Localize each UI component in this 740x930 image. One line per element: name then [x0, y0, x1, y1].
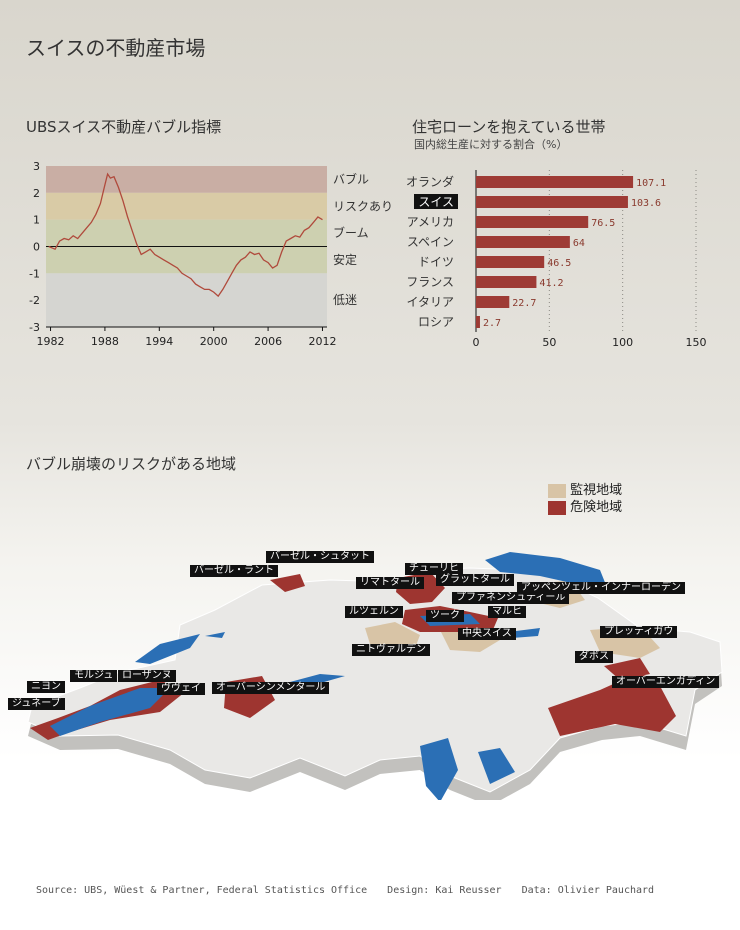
label-oberengadin: オーバーエンガディン: [612, 676, 720, 688]
legend-danger-label: 危険地域: [570, 500, 623, 515]
label-basel-land: バーゼル・ラント: [190, 565, 278, 577]
bar-value-label: 76.5: [591, 218, 615, 229]
bar-value-label: 41.2: [539, 278, 563, 289]
bar-category-label: フランス: [406, 275, 454, 289]
label-morges: モルジュ: [70, 670, 118, 682]
bar-category-label: イタリア: [406, 295, 454, 309]
footer: Source: UBS, Wüest & Partner, Federal St…: [36, 885, 668, 896]
bar-value-label: 107.1: [636, 178, 666, 189]
label-obersimmental: オーバーシンメンタール: [212, 682, 330, 694]
footer-source: Source: UBS, Wüest & Partner, Federal St…: [36, 885, 368, 896]
x-tick-label: 2012: [308, 335, 336, 348]
label-lausanne: ローザンヌ: [118, 670, 176, 682]
legend-watch-swatch: [548, 483, 566, 498]
lakes: [50, 552, 608, 800]
bar: [476, 256, 545, 268]
label-zug: ツーク: [426, 610, 464, 622]
zone-band-0: [46, 166, 327, 193]
y-tick-label: 2: [33, 187, 40, 200]
x-tick-label: 1988: [91, 335, 119, 348]
bar-chart-title: 住宅ローンを抱えている世帯: [412, 118, 606, 136]
y-tick-label: -2: [29, 294, 40, 307]
zone-label-0: バブル: [333, 171, 369, 186]
label-geneva: ジュネーブ: [8, 698, 65, 710]
bar: [476, 216, 589, 228]
label-nyon: ニヨン: [27, 681, 65, 693]
label-pfannenstiel: プファネンシュティール: [452, 592, 570, 604]
bar-value-label: 64: [573, 238, 585, 249]
zone-band-4: [46, 273, 327, 327]
y-tick-label: -1: [29, 267, 40, 280]
bar-value-label: 2.7: [483, 318, 501, 329]
mortgage-bar-chart: オランダ 107.1 スイス 103.6 アメリカ 76.5 スペイン 64 ドイツ 46.5 フラ…: [406, 170, 707, 349]
legend-danger-swatch: [548, 500, 566, 515]
bar: [476, 236, 570, 248]
zone-band-1: [46, 192, 327, 220]
label-glattal: グラットタール: [436, 574, 514, 586]
label-luzern: ルツェルン: [345, 606, 403, 618]
label-nidwalden: ニトヴァルデン: [352, 644, 430, 656]
bar-category-label: ロシア: [418, 315, 454, 329]
bar-category-label: ドイツ: [418, 255, 454, 269]
label-appenzell: アッペンツェル・インナーローデン: [517, 582, 685, 594]
bar-x-tick-label: 100: [612, 336, 633, 349]
x-tick-label: 1982: [37, 335, 65, 348]
label-march: マルヒ: [488, 606, 526, 618]
bar: [476, 196, 628, 208]
label-limmattal: リマトタール: [356, 577, 424, 589]
y-tick-label: -3: [29, 321, 40, 334]
y-tick-label: 1: [33, 214, 40, 227]
legend-watch-label: 監視地域: [570, 483, 623, 498]
bar: [476, 276, 537, 288]
bar-value-label: 103.6: [631, 198, 661, 209]
legend-danger: 危険地域: [548, 496, 623, 515]
zone-label-3: 安定: [333, 252, 357, 267]
bar: [476, 296, 510, 308]
bar-chart-subtitle: 国内総生産に対する割合（%）: [414, 138, 568, 151]
zone-band-3: [46, 246, 327, 274]
legend-watch: 監視地域: [548, 479, 623, 498]
y-tick-label: 3: [33, 160, 40, 173]
bar: [476, 176, 634, 188]
line-chart-title: UBSスイス不動産バブル指標: [26, 118, 222, 136]
footer-design: Design: Kai Reusser: [387, 885, 502, 896]
page-title: スイスの不動産市場: [26, 36, 206, 60]
bar-category-label: オランダ: [406, 174, 454, 189]
bar-category-label: スイス: [418, 195, 454, 209]
bar: [476, 316, 480, 328]
zone-label-1: リスクあり: [333, 199, 393, 213]
bar-category-label: アメリカ: [407, 215, 454, 229]
label-praettigau: プレッティガウ: [600, 626, 678, 638]
label-basel-stadt: バーゼル・シュタット: [266, 551, 374, 563]
bar-value-label: 46.5: [547, 258, 571, 269]
label-zurich: チューリヒ: [405, 563, 463, 575]
map-title: バブル崩壊のリスクがある地域: [26, 455, 237, 473]
label-vevey: ヴヴェイ: [157, 683, 205, 695]
bar-value-label: 22.7: [512, 298, 536, 309]
bar-x-tick-label: 0: [473, 336, 480, 349]
label-davos: ダボス: [575, 651, 613, 663]
x-tick-label: 2006: [254, 335, 282, 348]
x-tick-label: 2000: [200, 335, 228, 348]
footer-data: Data: Olivier Pauchard: [521, 885, 655, 896]
x-tick-label: 1994: [145, 335, 173, 348]
bar-x-tick-label: 50: [542, 336, 556, 349]
bar-x-tick-label: 150: [686, 336, 707, 349]
label-central-switzerland: 中央スイス: [458, 628, 516, 640]
zone-label-2: ブーム: [333, 225, 369, 240]
highlight-background: [414, 194, 458, 209]
y-tick-label: 0: [33, 241, 40, 254]
bubble-index-line: [48, 172, 323, 298]
bar-category-label: スペイン: [407, 235, 454, 249]
zone-label-4: 低迷: [333, 293, 357, 307]
zone-band-2: [46, 219, 327, 247]
map-legend: 監視地域 危険地域: [548, 479, 623, 515]
